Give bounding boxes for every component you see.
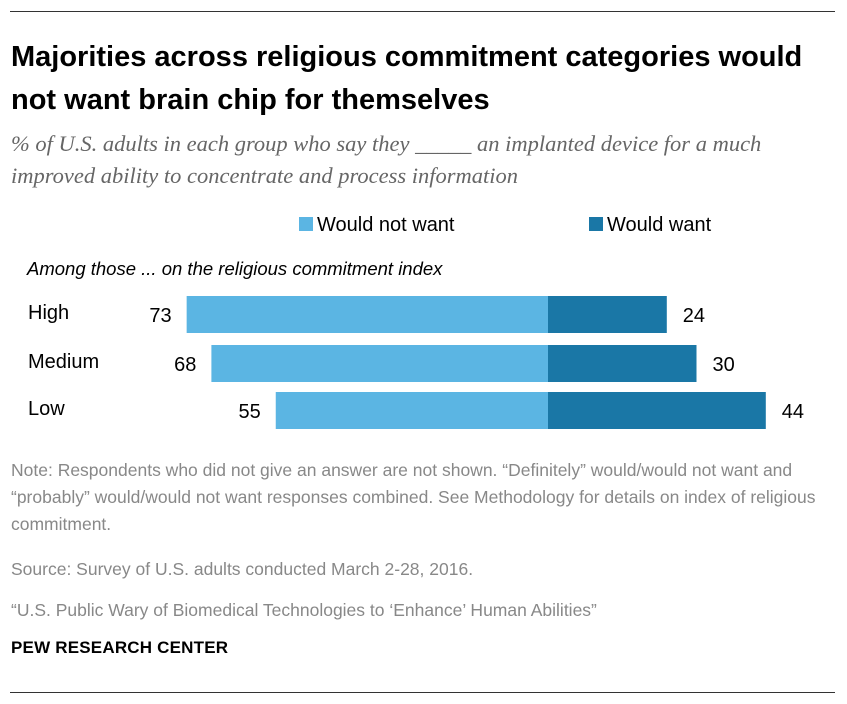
bar-would-want-medium (548, 345, 697, 382)
bar-would-not-want-low (275, 392, 548, 429)
brand-logo-text: PEW RESEARCH CENTER (11, 638, 229, 657)
chart-title: Majorities across religious commitment c… (11, 41, 803, 116)
value-label-would-want-medium: 30 (713, 354, 735, 376)
value-label-would-not-want-medium: 68 (174, 354, 196, 376)
chart-subtitle: % of U.S. adults in each group who say t… (11, 131, 762, 188)
category-label-high: High (28, 302, 69, 324)
legend-label-would-not-want: Would not want (317, 214, 455, 236)
legend-swatch-would-want (589, 217, 603, 231)
category-label-medium: Medium (28, 351, 99, 373)
value-label-would-not-want-low: 55 (239, 401, 261, 423)
bar-would-want-low (548, 392, 766, 429)
group-label: Among those ... on the religious commitm… (26, 258, 443, 279)
source-text: Source: Survey of U.S. adults conducted … (11, 559, 474, 579)
value-label-would-want-low: 44 (782, 401, 804, 423)
value-label-would-not-want-high: 73 (149, 305, 171, 327)
bar-chart: Would not want Would want Among those ... … (26, 214, 804, 429)
legend-swatch-would-not-want (299, 217, 313, 231)
legend-label-would-want: Would want (607, 214, 712, 236)
category-label-low: Low (28, 398, 65, 420)
top-rule (10, 11, 835, 12)
bar-would-want-high (548, 296, 667, 333)
bottom-rule (10, 692, 835, 693)
bar-would-not-want-high (186, 296, 548, 333)
note-text: Note: Respondents who did not give an an… (11, 460, 816, 534)
value-label-would-want-high: 24 (683, 305, 705, 327)
report-title: “U.S. Public Wary of Biomedical Technolo… (11, 600, 597, 620)
bar-would-not-want-medium (211, 345, 548, 382)
